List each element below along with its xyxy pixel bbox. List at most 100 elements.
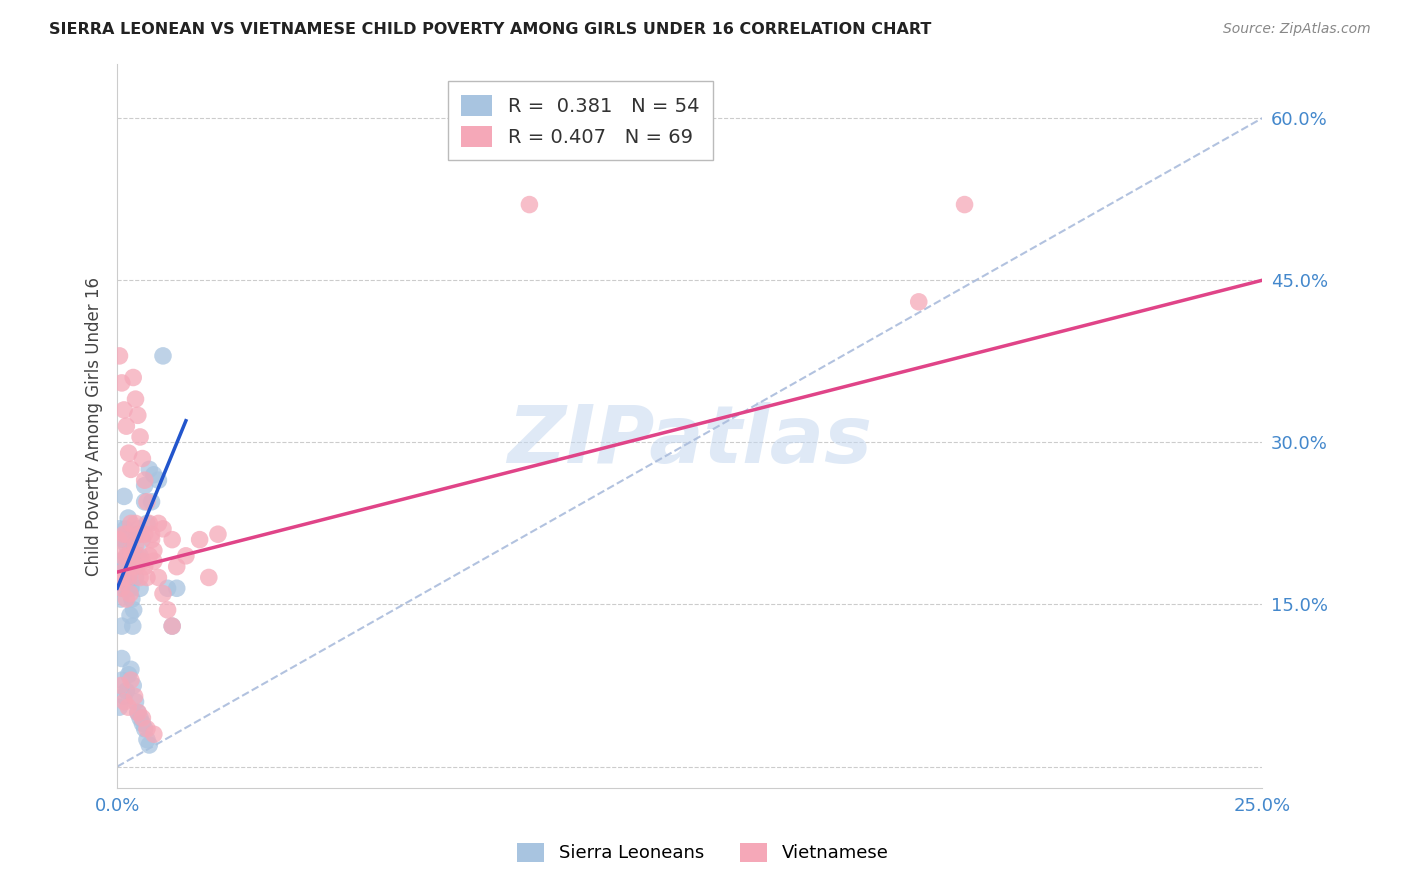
Point	[148, 516, 170, 531]
Point	[953, 197, 976, 211]
Point	[111, 651, 134, 665]
Point	[111, 549, 134, 563]
Point	[134, 722, 156, 736]
Point	[114, 570, 136, 584]
Point	[110, 592, 132, 607]
Point	[124, 690, 146, 704]
Point	[111, 565, 134, 579]
Point	[108, 575, 131, 590]
Point	[129, 581, 152, 595]
Point	[138, 738, 160, 752]
Point	[117, 511, 139, 525]
Point	[114, 559, 136, 574]
Point	[138, 516, 160, 531]
Point	[112, 403, 135, 417]
Point	[114, 522, 136, 536]
Point	[108, 554, 131, 568]
Point	[134, 495, 156, 509]
Point	[131, 554, 153, 568]
Point	[136, 570, 159, 584]
Point	[142, 467, 165, 482]
Point	[136, 516, 159, 531]
Point	[108, 522, 131, 536]
Point	[111, 581, 134, 595]
Point	[122, 370, 145, 384]
Point	[134, 527, 156, 541]
Point	[124, 559, 146, 574]
Point	[114, 695, 136, 709]
Point	[122, 559, 145, 574]
Point	[152, 587, 174, 601]
Point	[124, 392, 146, 406]
Point	[124, 538, 146, 552]
Point	[110, 679, 132, 693]
Point	[115, 575, 138, 590]
Point	[115, 538, 138, 552]
Point	[124, 695, 146, 709]
Point	[136, 722, 159, 736]
Point	[129, 570, 152, 584]
Point	[112, 527, 135, 541]
Point	[124, 516, 146, 531]
Point	[152, 522, 174, 536]
Point	[117, 700, 139, 714]
Point	[124, 570, 146, 584]
Point	[142, 543, 165, 558]
Point	[198, 570, 221, 584]
Point	[129, 527, 152, 541]
Point	[111, 581, 134, 595]
Point	[142, 554, 165, 568]
Point	[148, 570, 170, 584]
Point	[129, 549, 152, 563]
Point	[148, 473, 170, 487]
Point	[117, 667, 139, 681]
Point	[117, 570, 139, 584]
Point	[122, 679, 145, 693]
Point	[127, 522, 149, 536]
Point	[120, 662, 142, 676]
Point	[121, 549, 143, 563]
Point	[125, 559, 148, 574]
Point	[122, 603, 145, 617]
Point	[120, 673, 142, 687]
Point	[166, 581, 188, 595]
Point	[121, 592, 143, 607]
Point	[129, 711, 152, 725]
Point	[141, 527, 163, 541]
Point	[120, 462, 142, 476]
Point	[117, 527, 139, 541]
Point	[207, 527, 229, 541]
Point	[124, 549, 146, 563]
Point	[107, 533, 129, 547]
Point	[112, 690, 135, 704]
Point	[115, 684, 138, 698]
Point	[134, 559, 156, 574]
Point	[117, 446, 139, 460]
Point	[120, 581, 142, 595]
Point	[120, 516, 142, 531]
Legend: R =  0.381   N = 54, R = 0.407   N = 69: R = 0.381 N = 54, R = 0.407 N = 69	[447, 81, 713, 161]
Point	[121, 619, 143, 633]
Point	[519, 197, 541, 211]
Point	[129, 430, 152, 444]
Point	[120, 543, 142, 558]
Point	[127, 706, 149, 720]
Y-axis label: Child Poverty Among Girls Under 16: Child Poverty Among Girls Under 16	[86, 277, 103, 575]
Point	[160, 533, 183, 547]
Point	[127, 549, 149, 563]
Point	[188, 533, 211, 547]
Point	[115, 419, 138, 434]
Point	[131, 533, 153, 547]
Point	[115, 549, 138, 563]
Point	[112, 490, 135, 504]
Point	[125, 527, 148, 541]
Point	[111, 673, 134, 687]
Point	[115, 592, 138, 607]
Point	[152, 349, 174, 363]
Point	[131, 451, 153, 466]
Point	[156, 603, 179, 617]
Point	[142, 727, 165, 741]
Point	[907, 294, 929, 309]
Point	[112, 533, 135, 547]
Text: SIERRA LEONEAN VS VIETNAMESE CHILD POVERTY AMONG GIRLS UNDER 16 CORRELATION CHAR: SIERRA LEONEAN VS VIETNAMESE CHILD POVER…	[49, 22, 932, 37]
